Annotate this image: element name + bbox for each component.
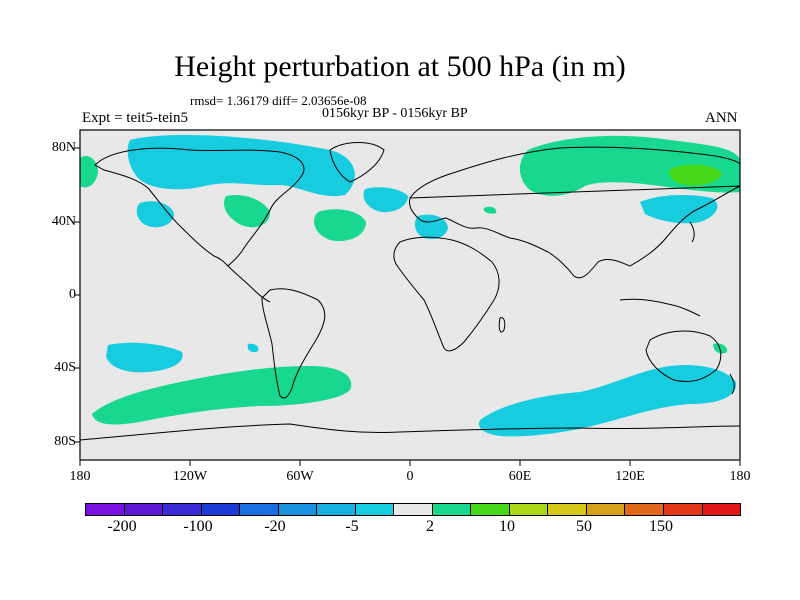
anomaly-green-atl2 xyxy=(314,209,366,242)
colorbar-swatch xyxy=(702,504,741,515)
colorbar-swatch xyxy=(509,504,549,515)
anomaly-green-southern xyxy=(92,366,352,425)
lon-label-180w: 180 xyxy=(69,469,91,484)
anomaly-cyan-sa-small xyxy=(247,343,259,353)
axis-ticks xyxy=(74,147,741,466)
colorbar-swatch xyxy=(663,504,703,515)
coast-europe-asia xyxy=(409,146,741,279)
colorbar-swatch xyxy=(586,504,626,515)
lat-label-80n: 80N xyxy=(51,140,76,155)
lon-label-120e: 120E xyxy=(615,469,645,484)
colorbar-label: -20 xyxy=(264,518,286,535)
colorbar-swatch xyxy=(625,504,664,515)
coast-japan xyxy=(689,221,695,243)
colorbar-swatch xyxy=(471,504,510,515)
lon-label-120w: 120W xyxy=(172,469,208,484)
colorbar-swatch xyxy=(394,504,433,515)
anomaly-green-atl xyxy=(80,155,98,188)
lat-label-40s: 40S xyxy=(54,360,76,375)
colorbar-swatch xyxy=(432,504,472,515)
experiment-label: Expt = teit5-tein5 xyxy=(82,110,188,126)
lon-label-180e: 180 xyxy=(729,469,751,484)
colorbar-swatch xyxy=(548,504,587,515)
coast-madagascar xyxy=(498,317,506,333)
positive-anomaly-regions xyxy=(80,135,740,425)
anomaly-cyan-asia xyxy=(640,194,718,224)
lon-label-60w: 60W xyxy=(286,469,314,484)
colorbar-swatch xyxy=(86,504,125,515)
anomaly-green-na xyxy=(224,194,270,228)
colorbar-label: -200 xyxy=(107,518,137,535)
stats-text: rmsd= 1.36179 diff= 2.03656e-08 xyxy=(190,93,367,108)
anomaly-cyan-natl xyxy=(363,187,408,213)
coastlines xyxy=(79,142,741,441)
coast-central-america xyxy=(227,265,271,303)
coast-indonesia xyxy=(619,298,701,317)
lat-label-0: 0 xyxy=(69,287,76,302)
lat-label-80s: 80S xyxy=(54,434,76,449)
colorbar-label: -5 xyxy=(345,518,359,535)
colorbar xyxy=(85,503,741,516)
colorbar-swatch xyxy=(124,504,164,515)
colorbar-label: 10 xyxy=(499,518,515,535)
anomaly-cyan-southern xyxy=(478,364,737,437)
colorbar-label: 150 xyxy=(649,518,673,535)
period-text: 0156kyr BP - 0156kyr BP xyxy=(322,106,468,121)
lon-label-60e: 60E xyxy=(508,469,532,484)
colorbar-swatch xyxy=(163,504,202,515)
anomaly-cyan-npac xyxy=(136,201,174,228)
lat-label-40n: 40N xyxy=(51,214,76,229)
anomaly-cyan-med xyxy=(414,214,448,240)
colorbar-label: -100 xyxy=(183,518,213,535)
coast-africa xyxy=(393,236,500,352)
coast-new-zealand xyxy=(729,373,735,395)
coast-antarctica xyxy=(79,423,741,441)
lon-label-0: 0 xyxy=(406,469,414,484)
coast-australia xyxy=(645,330,722,383)
coast-north-america xyxy=(94,147,305,267)
anomaly-green-africa xyxy=(483,206,497,214)
anomaly-lightgreen-siberia xyxy=(669,164,722,186)
colorbar-swatch xyxy=(201,504,241,515)
positive-anomaly-strong xyxy=(669,164,722,186)
coast-greenland xyxy=(329,142,385,183)
plot-title: Height perturbation at 500 hPa (in m) xyxy=(174,50,626,83)
colorbar-swatch xyxy=(355,504,395,515)
colorbar-swatch xyxy=(317,504,356,515)
coast-south-america xyxy=(261,288,326,399)
colorbar-label: 50 xyxy=(576,518,592,535)
colorbar-label: 2 xyxy=(426,518,434,535)
colorbar-swatch xyxy=(278,504,318,515)
anomaly-cyan-spac xyxy=(106,342,183,373)
colorbar-swatch xyxy=(240,504,279,515)
season-label: ANN xyxy=(705,110,738,126)
negative-anomaly-regions xyxy=(106,135,737,437)
